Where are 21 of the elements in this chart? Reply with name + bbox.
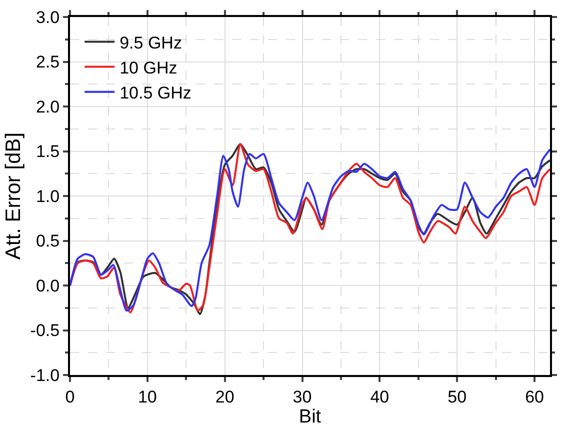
- y-tick-label: 0.0: [36, 276, 60, 296]
- x-tick-label: 40: [370, 387, 390, 406]
- x-tick-label: 10: [138, 387, 157, 406]
- y-tick-label: 1.5: [36, 142, 60, 162]
- x-tick-label: 20: [215, 387, 234, 406]
- legend-label: 9.5 GHz: [120, 33, 182, 52]
- y-tick-label: 2.5: [36, 52, 60, 72]
- y-tick-label: 2.0: [36, 97, 60, 116]
- legend-label: 10 GHz: [120, 58, 178, 78]
- y-tick-label: 0.5: [36, 232, 60, 251]
- x-axis-title: Bit: [298, 406, 322, 428]
- y-tick-label: -1.0: [30, 366, 60, 385]
- legend-label: 10.5 GHz: [120, 84, 192, 103]
- y-axis-title: Att. Error [dB]: [2, 132, 25, 260]
- y-tick-label: 3.0: [36, 8, 60, 27]
- x-tick-label: 30: [292, 387, 312, 406]
- x-tick-label: 0: [65, 387, 75, 406]
- y-tick-label: 1.0: [36, 186, 60, 206]
- x-tick-label: 50: [448, 387, 467, 406]
- y-tick-label: -0.5: [30, 321, 60, 340]
- x-tick-label: 60: [525, 387, 544, 406]
